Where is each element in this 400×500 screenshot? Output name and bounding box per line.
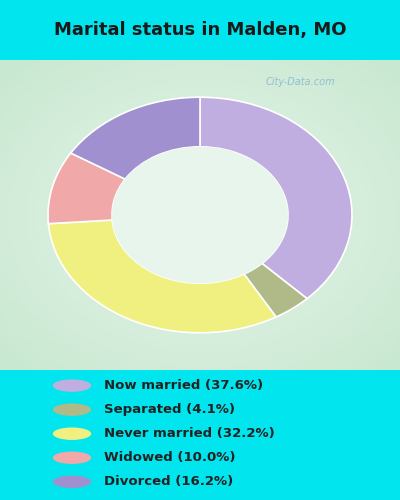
Text: City-Data.com: City-Data.com [265,76,335,86]
Text: Never married (32.2%): Never married (32.2%) [104,427,275,440]
Circle shape [53,380,91,392]
Circle shape [53,476,91,488]
Circle shape [53,452,91,464]
Wedge shape [200,97,352,298]
Text: Divorced (16.2%): Divorced (16.2%) [104,476,233,488]
Circle shape [53,428,91,440]
Wedge shape [48,153,125,224]
Circle shape [53,404,91,416]
Text: Widowed (10.0%): Widowed (10.0%) [104,451,236,464]
Wedge shape [71,97,200,179]
Text: Marital status in Malden, MO: Marital status in Malden, MO [54,21,346,39]
Wedge shape [244,264,307,317]
Wedge shape [48,220,276,333]
Circle shape [112,147,288,283]
Text: Now married (37.6%): Now married (37.6%) [104,379,263,392]
Text: Separated (4.1%): Separated (4.1%) [104,403,235,416]
